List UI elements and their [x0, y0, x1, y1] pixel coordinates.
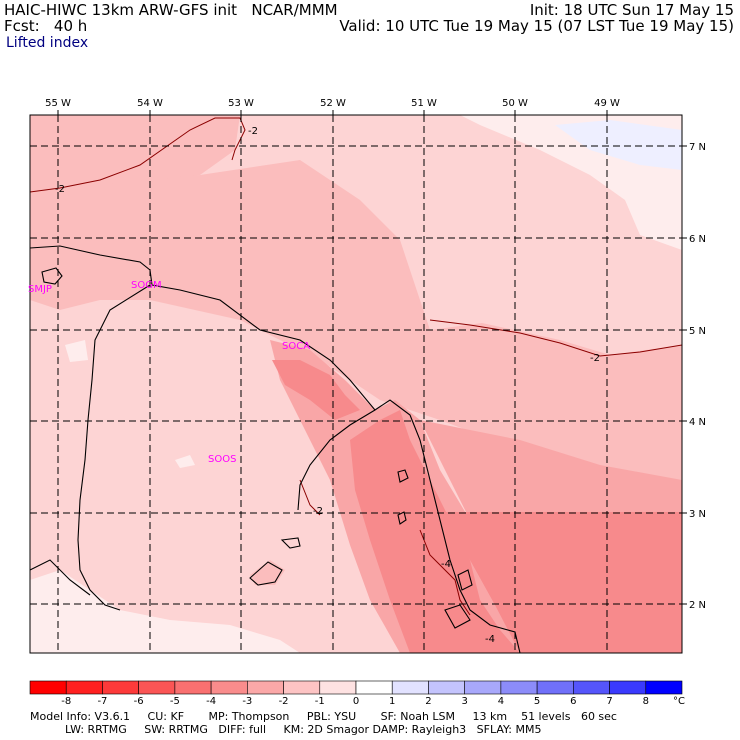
- model-info-line1: Model Info: V3.6.1 CU: KF MP: Thompson P…: [30, 710, 617, 723]
- colorbar-tick-label: -5: [170, 696, 180, 707]
- station-label: SOGM: [131, 280, 162, 291]
- lat-label: 6 N: [689, 234, 706, 245]
- contour-label: -2: [248, 126, 258, 137]
- colorbar-tick-label: 0: [353, 696, 359, 707]
- model-title: HAIC-HIWC 13km ARW-GFS init NCAR/MMM: [4, 1, 338, 19]
- lat-label: 3 N: [689, 509, 706, 520]
- colorbar-tick-label: 6: [570, 696, 576, 707]
- colorbar-tick-label: 4: [498, 696, 504, 707]
- colorbar: [29, 680, 683, 695]
- colorbar-tick-label: 3: [461, 696, 467, 707]
- colorbar-swatch: [138, 680, 176, 695]
- lon-label: 51 W: [411, 98, 437, 109]
- contour-label: -4: [485, 634, 495, 645]
- model-info-line2: LW: RRTMG SW: RRTMG DIFF: full KM: 2D Sm…: [30, 723, 542, 736]
- colorbar-swatch: [65, 680, 103, 695]
- lat-lon-grid: [30, 115, 682, 653]
- contour-label: -2: [590, 353, 600, 364]
- lifted-index-fill: [30, 115, 682, 653]
- colorbar-tick-label: 7: [606, 696, 612, 707]
- colorbar-swatch: [428, 680, 465, 695]
- lon-label: 53 W: [228, 98, 254, 109]
- colorbar-swatch: [609, 680, 647, 695]
- colorbar-swatch: [573, 680, 610, 695]
- colorbar-swatch: [210, 680, 248, 695]
- lon-label: 50 W: [502, 98, 528, 109]
- colorbar-tick-label: -4: [206, 696, 216, 707]
- station-label: SMJP: [28, 284, 52, 295]
- contour-label: -2: [55, 184, 65, 195]
- lon-label: 52 W: [320, 98, 346, 109]
- lon-label: 54 W: [137, 98, 163, 109]
- colorbar-swatch: [500, 680, 538, 695]
- colorbar-swatch: [536, 680, 574, 695]
- lat-label: 2 N: [689, 600, 706, 611]
- colorbar-swatch: [247, 680, 284, 695]
- colorbar-tick-label: -8: [61, 696, 71, 707]
- contour-lines: [30, 117, 682, 616]
- colorbar-swatch: [464, 680, 502, 695]
- station-label: SOCA: [282, 341, 310, 352]
- colorbar-labels: -8 -7 -6 -5 -4 -3 -2 -1 0 1 2 3 4 5 6 7 8: [61, 696, 649, 707]
- colorbar-swatch: [391, 680, 429, 695]
- colorbar-tick-label: 8: [643, 696, 649, 707]
- colorbar-unit: °C: [673, 696, 685, 707]
- init-time: Init: 18 UTC Sun 17 May 15: [529, 1, 734, 19]
- contour-label: -2: [313, 506, 323, 517]
- lat-label: 7 N: [689, 142, 706, 153]
- valid-time: Valid: 10 UTC Tue 19 May 15 (07 LST Tue …: [339, 17, 734, 35]
- forecast-hour: Fcst: 40 h: [4, 17, 88, 35]
- contour-label: -4: [441, 559, 451, 570]
- colorbar-swatch: [29, 680, 67, 695]
- colorbar-tick-label: -2: [279, 696, 289, 707]
- field-name: Lifted index: [6, 35, 89, 51]
- colorbar-tick-label: -3: [242, 696, 252, 707]
- colorbar-swatch: [283, 680, 321, 695]
- colorbar-tick-label: -6: [134, 696, 144, 707]
- colorbar-tick-label: -7: [97, 696, 107, 707]
- colorbar-tick-label: -1: [315, 696, 325, 707]
- colorbar-swatch: [319, 680, 357, 695]
- lon-label: 49 W: [594, 98, 620, 109]
- map-frame: [29, 114, 683, 654]
- station-label: SOOS: [208, 454, 236, 465]
- colorbar-swatch: [102, 680, 139, 695]
- colorbar-tick-label: 5: [534, 696, 540, 707]
- axis-ticks: [57, 110, 687, 605]
- colorbar-tick-label: 2: [425, 696, 431, 707]
- colorbar-swatch: [174, 680, 212, 695]
- lat-label: 5 N: [689, 326, 706, 337]
- lat-label: 4 N: [689, 417, 706, 428]
- lon-label: 55 W: [45, 98, 71, 109]
- coastline-borders: [30, 245, 521, 653]
- colorbar-swatch: [645, 680, 683, 695]
- colorbar-swatch: [355, 680, 393, 695]
- colorbar-tick-label: 1: [389, 696, 395, 707]
